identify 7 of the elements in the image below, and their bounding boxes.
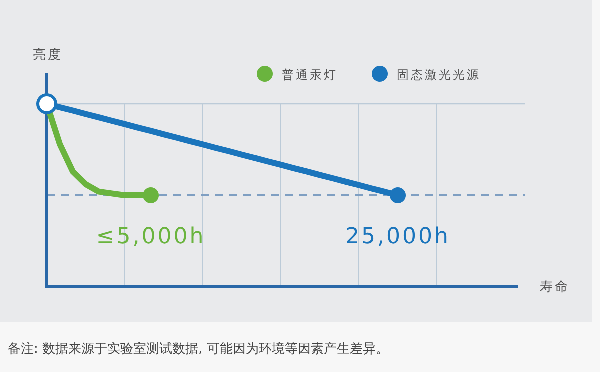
y-axis-title: 亮度 [33, 47, 63, 63]
text: 备注: 数据来源于实验室测试数据, 可能因为环境等因素产生差异。 [8, 341, 389, 357]
x-axis-title: 寿命 [540, 280, 570, 295]
legend-label: 普通汞灯 [282, 68, 338, 82]
legend-label: 固态激光光源 [397, 68, 481, 82]
annotation: 25,000h [346, 224, 450, 250]
annotation: ≤5,000h [96, 224, 206, 250]
